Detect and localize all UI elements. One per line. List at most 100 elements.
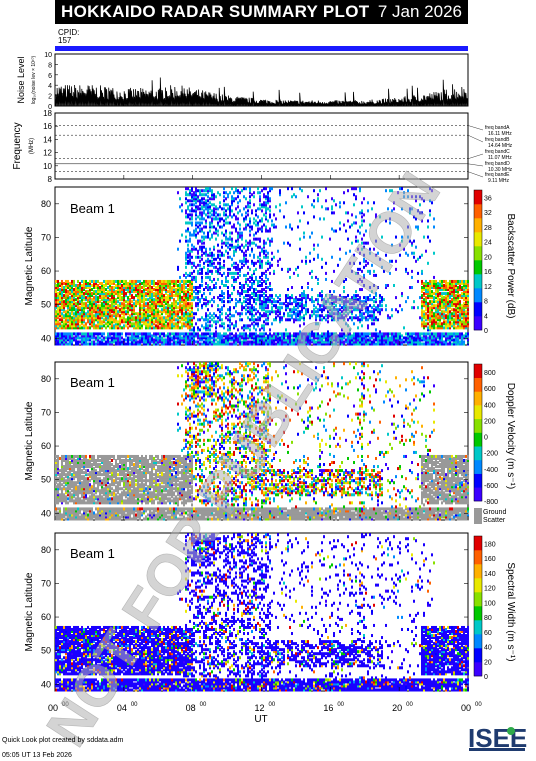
data-cell: [191, 298, 193, 302]
data-cell: [215, 229, 217, 233]
data-cell: [139, 324, 141, 328]
data-cell: [375, 215, 377, 219]
data-cell: [87, 296, 89, 300]
data-cell: [335, 334, 337, 338]
data-cell: [333, 211, 335, 215]
data-cell: [185, 187, 187, 191]
data-cell: [345, 322, 347, 326]
data-cell: [111, 326, 113, 330]
data-cell: [361, 279, 363, 283]
data-cell: [127, 308, 129, 312]
data-cell: [91, 316, 93, 320]
data-cell: [61, 336, 63, 340]
data-cell: [415, 245, 417, 249]
data-cell: [249, 308, 251, 312]
data-cell: [227, 207, 229, 211]
data-cell: [199, 217, 201, 221]
data-cell: [163, 322, 165, 326]
data-cell: [129, 281, 131, 285]
data-cell: [195, 221, 197, 225]
data-cell: [365, 306, 367, 310]
data-cell: [57, 322, 59, 326]
data-cell: [167, 340, 169, 344]
data-cell: [127, 286, 129, 290]
data-cell: [187, 288, 189, 292]
data-cell: [349, 261, 351, 265]
data-cell: [209, 288, 211, 292]
data-cell: [191, 322, 193, 326]
data-cell: [205, 219, 207, 223]
data-cell: [261, 324, 263, 328]
data-cell: [193, 195, 195, 199]
data-cell: [265, 286, 267, 290]
data-cell: [109, 320, 111, 324]
data-cell: [267, 336, 269, 340]
data-cell: [343, 302, 345, 306]
data-cell: [201, 189, 203, 193]
data-cell: [119, 316, 121, 320]
data-cell: [257, 191, 259, 195]
freq-band-label: freq bandA: [485, 125, 510, 131]
data-cell: [285, 334, 287, 338]
data-cell: [387, 336, 389, 340]
data-cell: [271, 187, 273, 191]
data-cell: [255, 237, 257, 241]
data-cell: [427, 326, 429, 330]
data-cell: [211, 304, 213, 308]
data-cell: [73, 336, 75, 340]
data-cell: [265, 241, 267, 245]
data-cell: [187, 322, 189, 326]
data-cell: [107, 281, 109, 285]
data-cell: [165, 286, 167, 290]
data-cell: [65, 288, 67, 292]
data-cell: [57, 312, 59, 316]
data-cell: [193, 290, 195, 294]
data-cell: [139, 298, 141, 302]
data-cell: [289, 340, 291, 344]
data-cell: [101, 288, 103, 292]
data-cell: [111, 279, 113, 283]
data-cell: [65, 336, 67, 340]
data-cell: [229, 342, 231, 346]
data-cell: [199, 255, 201, 259]
data-cell: [207, 275, 209, 279]
data-cell: [235, 332, 237, 336]
data-cell: [163, 334, 165, 338]
data-cell: [433, 342, 435, 346]
data-cell: [119, 294, 121, 298]
data-cell: [397, 332, 399, 336]
data-cell: [375, 239, 377, 243]
data-cell: [421, 308, 423, 312]
data-cell: [387, 338, 389, 342]
data-cell: [447, 342, 449, 346]
data-cell: [175, 336, 177, 340]
data-cell: [59, 326, 61, 330]
data-cell: [317, 332, 319, 336]
data-cell: [121, 326, 123, 330]
data-cell: [359, 267, 361, 271]
data-cell: [297, 340, 299, 344]
data-cell: [191, 336, 193, 340]
data-cell: [347, 294, 349, 298]
data-cell: [421, 332, 423, 336]
data-cell: [175, 322, 177, 326]
data-cell: [185, 342, 187, 346]
data-cell: [167, 281, 169, 285]
data-cell: [355, 294, 357, 298]
data-cell: [187, 243, 189, 247]
data-cell: [63, 326, 65, 330]
data-cell: [175, 304, 177, 308]
data-cell: [251, 275, 253, 279]
data-cell: [425, 316, 427, 320]
data-cell: [139, 322, 141, 326]
data-cell: [333, 300, 335, 304]
data-cell: [155, 306, 157, 310]
data-cell: [453, 338, 455, 342]
data-cell: [155, 300, 157, 304]
data-cell: [273, 225, 275, 229]
data-cell: [265, 205, 267, 209]
data-cell: [353, 340, 355, 344]
data-cell: [301, 298, 303, 302]
data-cell: [429, 281, 431, 285]
data-cell: [387, 283, 389, 287]
